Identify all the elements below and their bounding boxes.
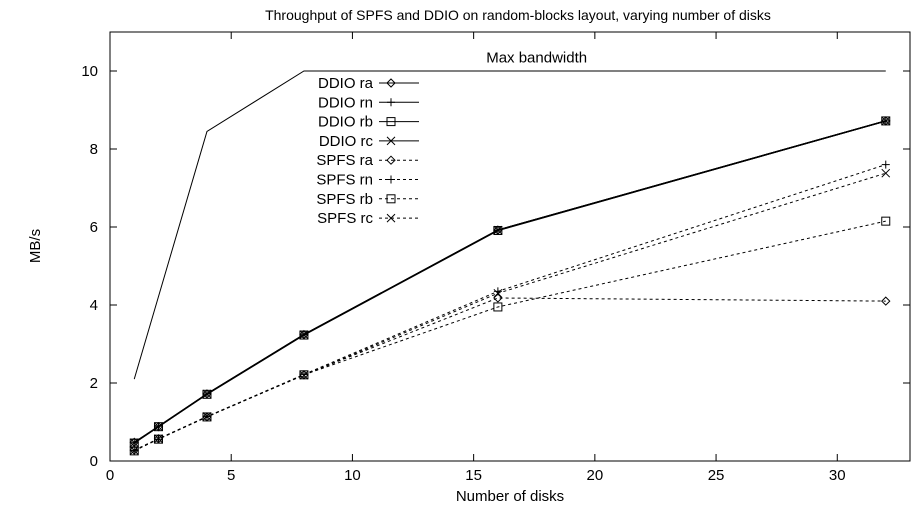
data-point-spfs-rb: [153, 434, 163, 444]
series-spfs-rb: [129, 216, 891, 456]
legend: DDIO ra DDIO rn DDIO rb DDIO rc SPFS ra SPFS …: [316, 75, 419, 227]
y-tick-label: 4: [90, 297, 98, 314]
data-point-spfs-rc: [129, 446, 139, 455]
data-point-ddio-rc: [154, 422, 163, 432]
x-tick-label: 25: [708, 467, 725, 484]
series-line-ddio-rb: [133, 120, 886, 444]
y-tick-label: 6: [90, 219, 98, 236]
data-point-spfs-rc: [299, 370, 309, 380]
x-tick-label: 30: [829, 467, 846, 484]
series-ddio-ra: [129, 116, 891, 447]
data-point-spfs-rb: [881, 216, 891, 226]
data-point-spfs-rb: [299, 370, 309, 380]
max-bandwidth-annotation: Max bandwidth: [486, 49, 587, 66]
data-point-ddio-rc: [299, 330, 309, 339]
data-point-ddio-rb: [493, 226, 503, 236]
legend-marker-spfs-rn: [387, 175, 395, 184]
legend-marker-ddio-rn: [387, 98, 395, 107]
series-spfs-rc: [129, 168, 891, 455]
x-tick-label: 0: [106, 467, 114, 484]
x-tick-label: 10: [344, 467, 361, 484]
legend-label-ddio-rn: DDIO rn: [318, 94, 373, 111]
x-axis: 0 5 10 15 20 25 30: [106, 32, 846, 484]
data-point-ddio-rc: [881, 116, 891, 126]
series-ddio-rb: [129, 116, 891, 448]
y-axis-label: MB/s: [27, 229, 44, 263]
legend-label-ddio-rc: DDIO rc: [319, 133, 374, 150]
legend-label-spfs-rn: SPFS rn: [316, 172, 373, 189]
legend-label-spfs-rb: SPFS rb: [316, 191, 373, 208]
series-layer: [129, 116, 891, 456]
data-point-ddio-rb: [153, 422, 163, 432]
data-point-ddio-rb: [202, 389, 212, 399]
data-point-spfs-rn: [493, 287, 502, 296]
data-point-spfs-rn: [881, 160, 890, 169]
legend-marker-ddio-ra: [386, 78, 396, 88]
y-tick-label: 8: [90, 141, 98, 158]
legend-label-ddio-ra: DDIO ra: [318, 75, 374, 92]
y-tick-label: 0: [90, 453, 98, 470]
legend-label-spfs-rc: SPFS rc: [317, 210, 373, 227]
data-point-spfs-rc: [154, 434, 163, 444]
data-point-spfs-ra: [881, 296, 891, 306]
series-spfs-ra: [129, 293, 891, 455]
data-point-spfs-rc: [202, 412, 212, 421]
data-point-spfs-rc: [493, 288, 503, 298]
legend-marker-spfs-rb: [386, 194, 396, 204]
series-line-ddio-ra: [133, 120, 886, 443]
data-point-ddio-rb: [299, 330, 309, 340]
series-line-ddio-rn: [133, 120, 886, 444]
legend-marker-ddio-rb: [386, 117, 396, 127]
data-point-ddio-rc: [202, 389, 212, 399]
legend-label-spfs-ra: SPFS ra: [316, 152, 373, 169]
data-point-spfs-rc: [881, 168, 891, 178]
legend-label-ddio-rb: DDIO rb: [318, 114, 373, 131]
series-line-spfs-ra: [134, 297, 886, 451]
series-spfs-rn: [130, 160, 890, 455]
y-tick-label: 2: [90, 375, 98, 392]
y-tick-label: 10: [81, 63, 98, 80]
x-tick-label: 20: [587, 467, 604, 484]
series-line-spfs-rn: [134, 164, 886, 451]
data-point-ddio-rc: [493, 225, 503, 235]
plot-frame: [109, 31, 911, 462]
chart-title: Throughput of SPFS and DDIO on random-bl…: [265, 7, 771, 23]
series-ddio-rc: [129, 116, 891, 448]
series-line-ddio-rc: [133, 120, 886, 444]
series-ddio-rn: [130, 116, 890, 447]
x-axis-label: Number of disks: [456, 488, 564, 505]
data-point-spfs-rb: [129, 446, 139, 456]
legend-marker-ddio-rc: [386, 136, 396, 146]
x-tick-label: 15: [465, 467, 482, 484]
series-line-spfs-rc: [134, 172, 886, 451]
max-bandwidth-reference: [133, 70, 886, 380]
y-axis: 0 2 4 6 8 10: [81, 63, 910, 470]
series-line-spfs-rb: [134, 220, 886, 452]
max-bandwidth-line: [133, 70, 886, 380]
data-point-spfs-rb: [493, 302, 503, 312]
x-tick-label: 5: [227, 467, 235, 484]
data-point-ddio-rc: [129, 438, 139, 448]
legend-marker-spfs-rc: [386, 213, 396, 223]
data-point-spfs-rb: [202, 412, 212, 422]
data-point-ddio-rb: [881, 116, 891, 126]
legend-marker-spfs-ra: [386, 155, 396, 165]
